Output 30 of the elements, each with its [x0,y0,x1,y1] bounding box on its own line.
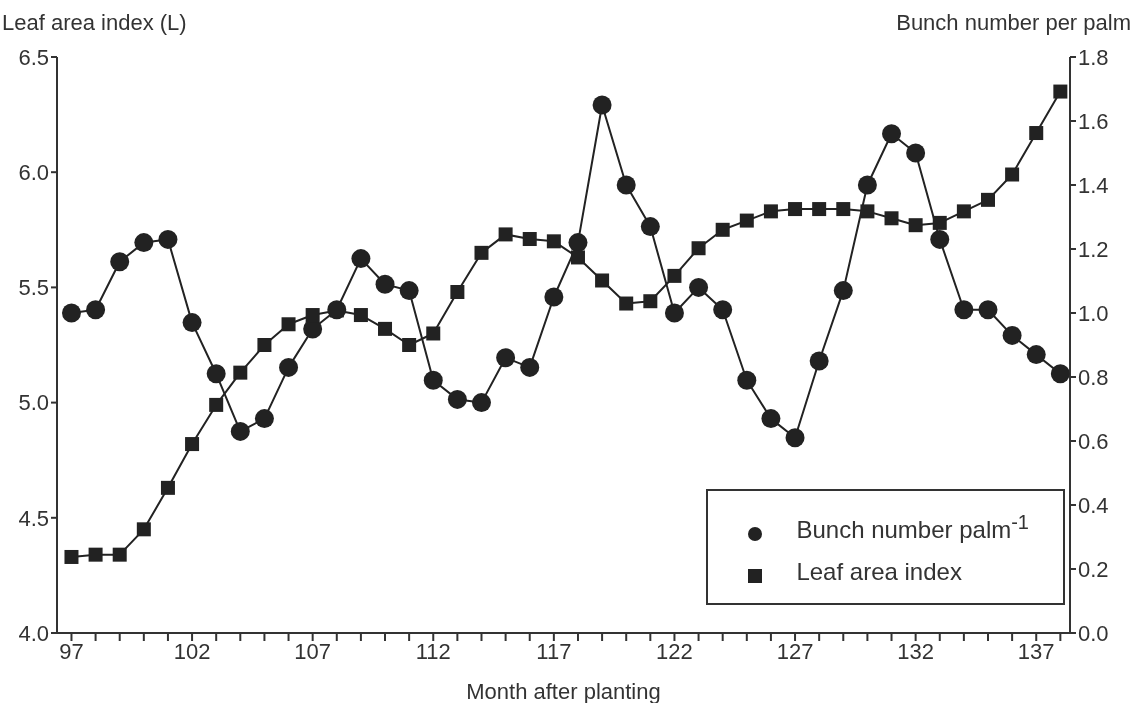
y2-axis-title: Bunch number per palm [896,10,1131,36]
y-tick-label: 5.5 [18,275,49,301]
x-tick-label: 127 [776,638,814,664]
x-tick-label: 132 [897,638,934,664]
y2-tick-label: 0.2 [1078,556,1109,582]
y2-tick-label: 0.8 [1078,364,1109,390]
x-tick-label: 137 [1017,638,1055,664]
y2-tick-label: 0.4 [1078,492,1109,518]
y-tick-label: 5.0 [18,390,49,416]
y-tick-label: 4.5 [18,505,49,531]
y2-tick-label: 1.0 [1078,300,1109,326]
y-axis-title: Leaf area index (L) [2,10,187,36]
y-tick-label: 4.0 [18,620,49,646]
x-tick-label: 122 [656,638,693,664]
y2-tick-label: 0.0 [1078,620,1109,646]
y-tick-label: 6.0 [18,160,49,186]
x-tick-label: 97 [59,638,84,664]
legend-label: Leaf area index [796,558,962,585]
x-axis-title: Month after planting [466,679,661,704]
y2-tick-label: 0.6 [1078,428,1109,454]
y2-tick-label: 1.6 [1078,108,1109,134]
y2-tick-label: 1.4 [1078,172,1109,198]
y2-tick-label: 1.2 [1078,236,1109,262]
x-tick-label: 117 [536,638,572,664]
legend-label: Bunch number palm$^{-1}$ [796,511,1029,543]
y2-tick-label: 1.8 [1078,44,1109,70]
y-tick-label: 6.5 [18,44,49,70]
x-tick-label: 107 [294,638,332,664]
x-tick-label: 102 [173,638,211,664]
x-tick-label: 112 [415,638,451,664]
